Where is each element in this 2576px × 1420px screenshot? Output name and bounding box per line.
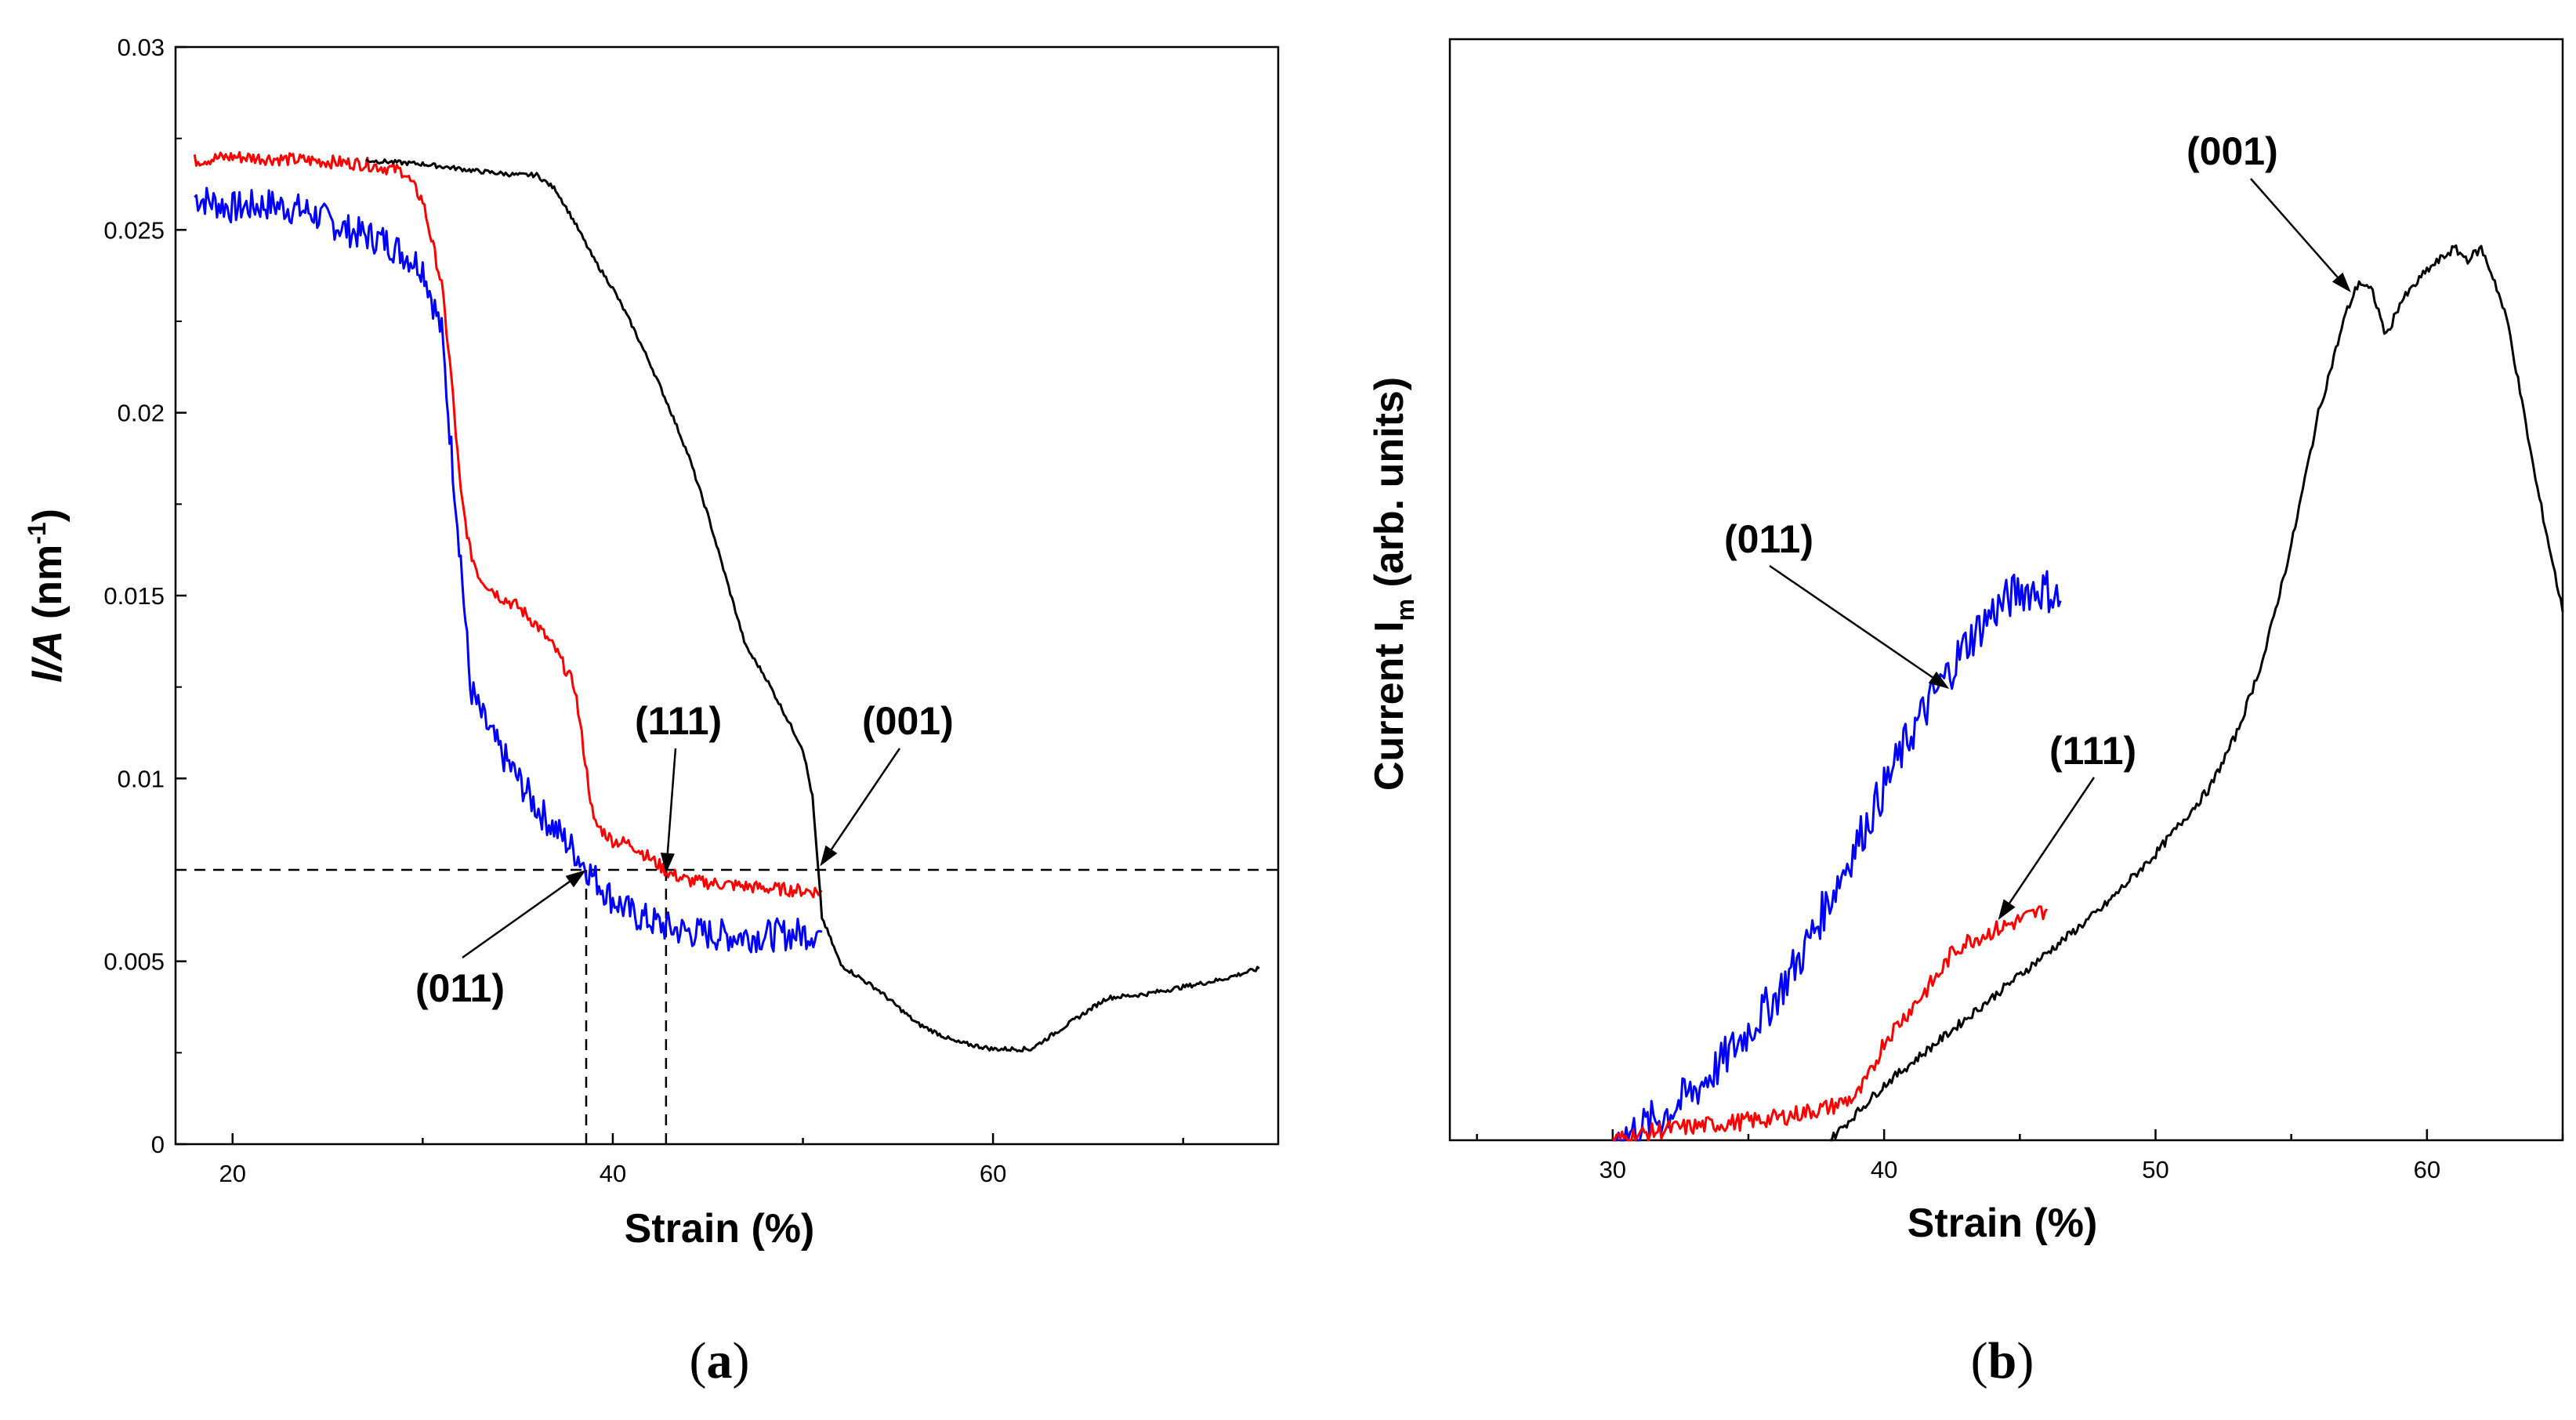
annotation-arrow-b [1998, 777, 2096, 920]
x-axis-label-a: Strain (%) [625, 1206, 815, 1252]
y-tick-label-a: 0.005 [103, 948, 165, 976]
y-ticks-a: 0 0.005 0.01 0.015 0.02 0.025 0.03 [103, 34, 187, 1158]
annotation-arrow-a [660, 748, 677, 874]
annotation-arrow-b [2250, 178, 2351, 293]
series-line-b-111 [1611, 905, 2049, 1142]
series-group-b [1611, 244, 2564, 1142]
annotation-arrows-b [1769, 178, 2351, 920]
annotation-arrow-a [820, 748, 901, 867]
y-tick-label-a: 0.01 [118, 765, 165, 792]
annotation-111-a: (111) [635, 699, 722, 743]
x-tick-label-b: 30 [1600, 1156, 1626, 1183]
annotation-arrows-a [462, 748, 901, 959]
panel-caption-b: (b) [1971, 1332, 2034, 1389]
x-axis-label-b: Strain (%) [1908, 1201, 2098, 1246]
panel-a: 0 0.005 0.01 0.015 0.02 0.025 0.03 20 40 60 (111… [23, 34, 1280, 1389]
x-tick-label-b: 50 [2142, 1156, 2168, 1183]
annotation-arrow-a [462, 870, 586, 959]
series-group-a [193, 150, 1260, 1052]
x-tick-label-a: 20 [219, 1160, 246, 1187]
panel-b: 30 40 50 60 (001) (011) (111) Strain (%) Cu… [1367, 38, 2564, 1389]
x-tick-label-b: 60 [2414, 1156, 2440, 1183]
x-ticks-b: 30 40 50 60 [1476, 1129, 2564, 1183]
y-tick-label-a: 0.025 [103, 216, 165, 244]
y-tick-label-a: 0.015 [103, 582, 165, 610]
series-line-b-001 [1829, 244, 2564, 1142]
series-line-a-001 [365, 158, 1260, 1052]
series-line-b-011 [1612, 570, 2062, 1142]
y-tick-label-a: 0.03 [118, 34, 165, 61]
x-ticks-a: 20 40 60 [219, 1133, 1184, 1187]
x-tick-label-a: 40 [600, 1160, 626, 1187]
y-tick-label-a: 0.02 [118, 400, 165, 427]
annotation-001-b: (001) [2187, 129, 2278, 173]
annotation-011-b: (011) [1724, 517, 1813, 561]
x-tick-label-a: 60 [980, 1160, 1006, 1187]
plot-frame-b [1448, 38, 2564, 1142]
annotation-arrow-b [1769, 564, 1950, 689]
y-tick-label-a: 0 [151, 1131, 165, 1158]
plot-frame-a [174, 45, 1280, 1146]
y-axis-label-a: l/A (nm-1) [23, 509, 71, 683]
annotation-011-a: (011) [415, 966, 505, 1010]
series-line-a-011 [194, 187, 823, 954]
panel-caption-a: (a) [690, 1332, 750, 1389]
annotation-001-a: (001) [862, 699, 954, 743]
annotation-111-b: (111) [2049, 729, 2136, 773]
series-line-a-111 [193, 150, 823, 899]
x-tick-label-b: 40 [1871, 1156, 1897, 1183]
y-axis-label-b: Current Im (arb. units) [1367, 377, 1419, 791]
